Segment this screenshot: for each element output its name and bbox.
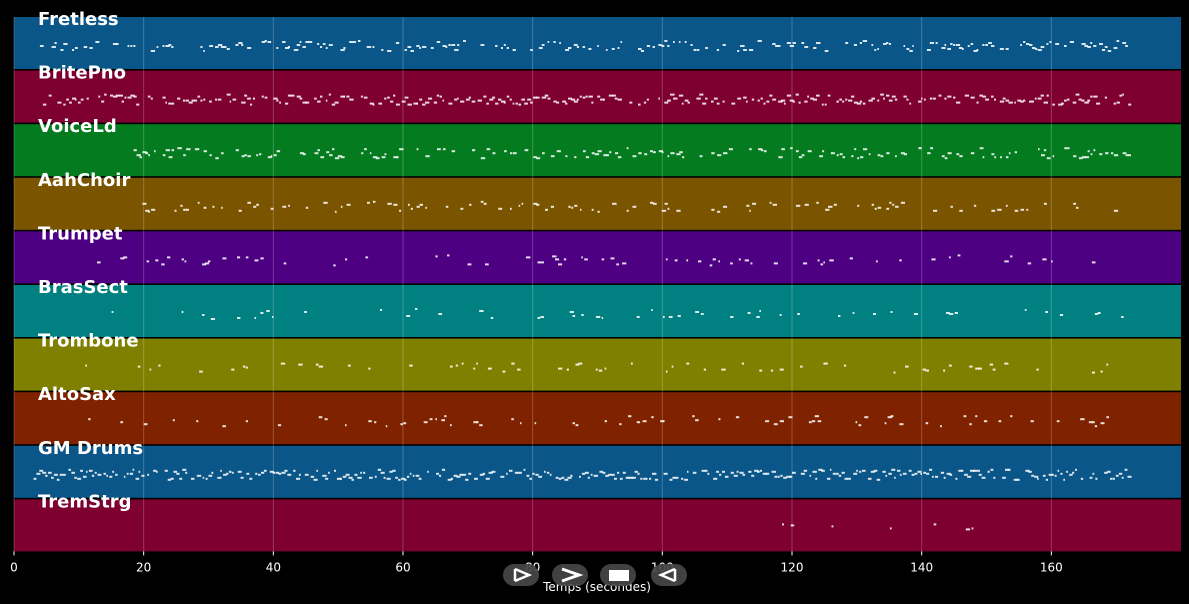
track-lane: [14, 231, 1181, 284]
x-tick-label: 40: [266, 560, 281, 574]
fast-forward-button[interactable]: [552, 564, 588, 586]
track-notes: [42, 93, 1132, 106]
track-notes: [88, 415, 1109, 428]
play-button[interactable]: [503, 564, 539, 586]
track-name: GM Drums: [38, 438, 143, 459]
x-tick-label: 160: [1040, 560, 1063, 574]
track-name: BrasSect: [38, 277, 128, 298]
track-notes: [33, 468, 1132, 481]
track-notes: [39, 40, 1128, 52]
track-lane: [14, 338, 1181, 391]
track-name: AltoSax: [38, 384, 116, 405]
grid-lines: [13, 17, 1052, 552]
x-tick-label: 0: [10, 560, 18, 574]
track-lane: [14, 285, 1181, 337]
x-tick-label: 20: [136, 560, 151, 574]
x-tick-label: 120: [781, 560, 804, 574]
track-notes: [782, 523, 974, 531]
rewind-icon: [657, 567, 677, 583]
transport-controls: [503, 564, 693, 586]
track-notes: [133, 147, 1131, 160]
stop-icon: [609, 570, 629, 581]
track-name: Fretless: [38, 9, 119, 30]
play-icon: [513, 567, 533, 583]
track-lane: [14, 445, 1181, 498]
track-name: AahChoir: [38, 170, 130, 191]
track-notes: [85, 362, 1109, 374]
note-blocks: [33, 40, 1132, 531]
track-notes: [142, 200, 1119, 213]
track-lane: [14, 17, 1181, 69]
x-tick-label: 60: [395, 560, 410, 574]
track-notes: [97, 254, 1096, 267]
track-lanes: [14, 17, 1181, 552]
track-name: VoiceLd: [38, 116, 117, 137]
track-lane: [14, 392, 1181, 445]
x-tick-label: 140: [910, 560, 933, 574]
track-lane: [14, 177, 1181, 230]
rewind-button[interactable]: [651, 564, 687, 586]
track-name: Trumpet: [38, 223, 123, 244]
track-name: BritePno: [38, 63, 126, 84]
fast-forward-icon: [561, 567, 584, 583]
track-notes: [111, 308, 1124, 320]
track-labels: Fretless BritePno VoiceLd AahChoir Trumpet Br…: [38, 9, 143, 512]
track-name: TremStrg: [38, 491, 131, 512]
stop-button[interactable]: [600, 564, 636, 586]
track-name: Trombone: [38, 331, 139, 352]
track-lane: [14, 499, 1181, 552]
